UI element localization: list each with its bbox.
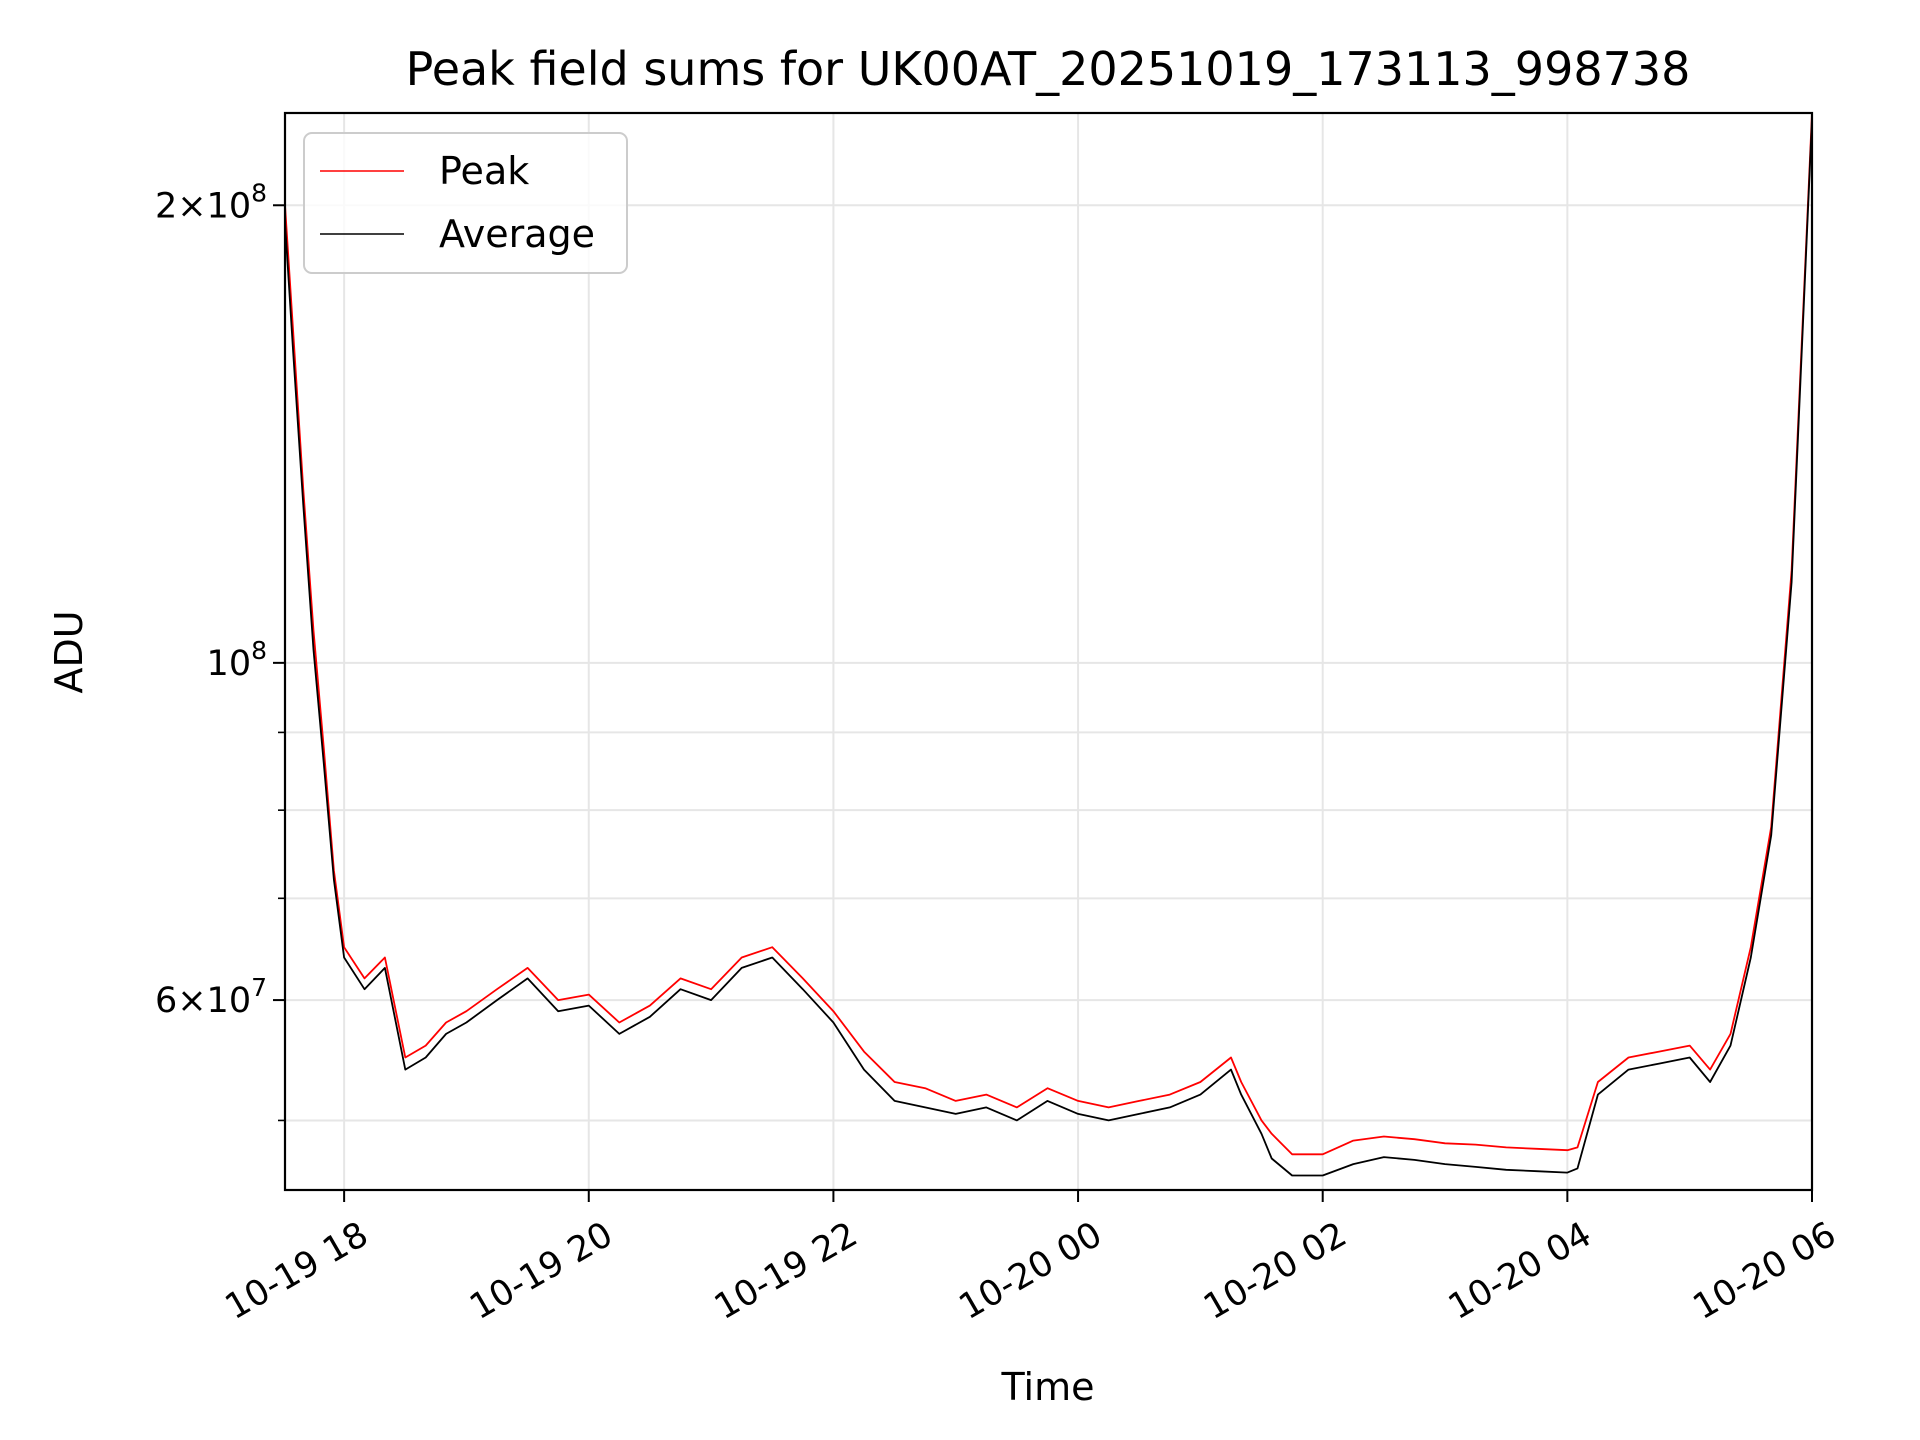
y-tick-base: 10	[207, 981, 252, 1021]
y-tick-base: 10	[207, 644, 252, 684]
y-tick-exponent: 8	[251, 178, 267, 207]
y-axis-label: ADU	[47, 610, 91, 693]
y-tick-mantissa: 6	[155, 981, 177, 1021]
y-tick-exponent: 8	[251, 636, 267, 665]
plot-frame	[283, 111, 1814, 1192]
y-tick-times: ×	[177, 186, 206, 226]
y-tick-times: ×	[177, 981, 206, 1021]
series-line-average	[284, 118, 1813, 1177]
legend-box	[303, 132, 628, 274]
chart-title: Peak field sums for UK00AT_20251019_1731…	[406, 42, 1691, 96]
y-tick-base: 10	[207, 186, 252, 226]
x-axis-label: Time	[1001, 1365, 1095, 1409]
series-line-peak	[284, 112, 1813, 1156]
legend-label-peak: Peak	[439, 149, 529, 193]
y-tick-label: 108	[207, 636, 267, 684]
legend: Peak Average	[303, 132, 628, 274]
legend-label-average: Average	[439, 212, 595, 256]
series-lines	[284, 112, 1813, 1177]
y-tick-label: 6×107	[155, 973, 267, 1021]
y-tick-mantissa: 2	[155, 186, 177, 226]
y-tick-exponent: 7	[251, 973, 267, 1002]
y-tick-label: 2×108	[155, 178, 267, 226]
